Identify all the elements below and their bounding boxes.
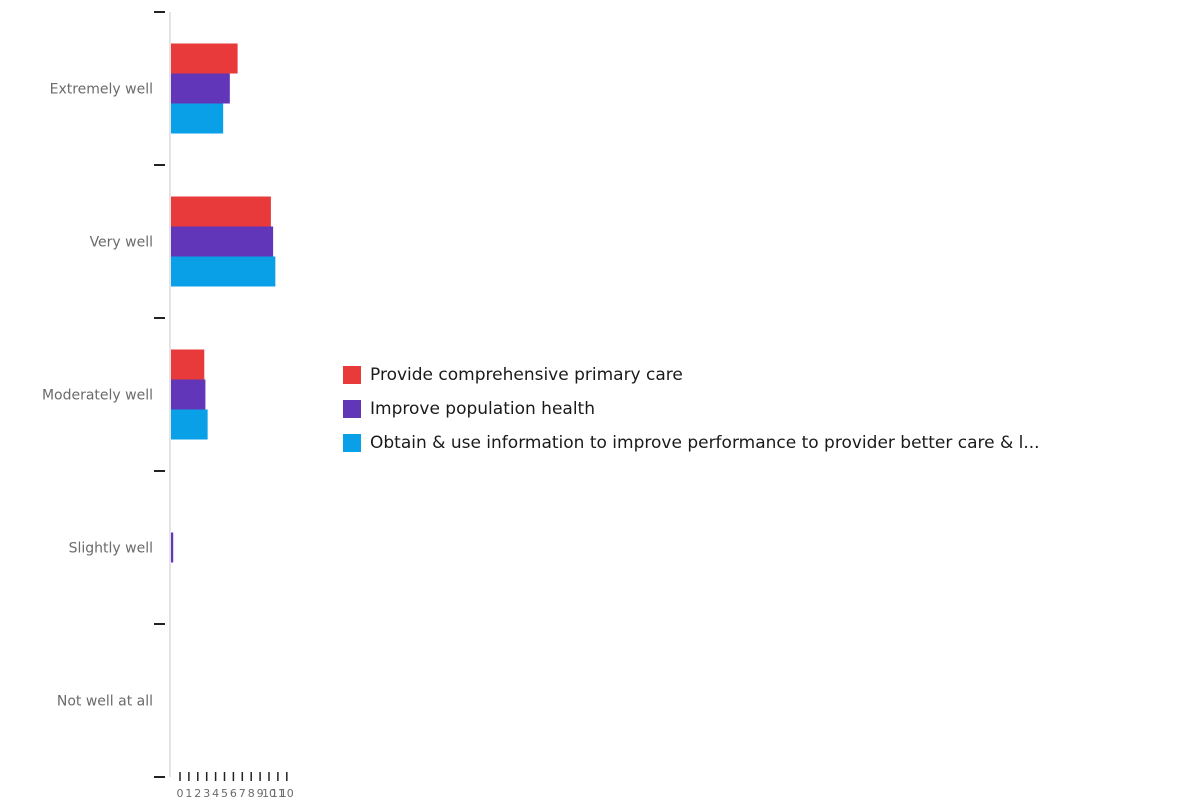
x-tick-label: 5 <box>221 787 228 800</box>
x-tick-label: 2 <box>194 787 201 800</box>
x-tick-label: 8 <box>248 787 255 800</box>
bar <box>171 196 271 227</box>
legend-swatch <box>343 366 361 384</box>
chart-legend: Provide comprehensive primary care Improv… <box>343 358 1040 460</box>
bar <box>171 43 238 74</box>
bar <box>171 532 174 563</box>
category-label: Slightly well <box>69 541 153 557</box>
bar <box>171 226 274 257</box>
x-tick-label: 4 <box>212 787 219 800</box>
legend-item: Improve population health <box>343 392 1040 426</box>
category-label: Moderately well <box>42 388 153 404</box>
bar <box>171 256 276 287</box>
legend-label: Improve population health <box>370 399 595 419</box>
x-tick-label: 10 <box>262 787 276 800</box>
x-tick-label: 6 <box>230 787 237 800</box>
x-tick-label: 7 <box>239 787 246 800</box>
x-tick-label: 10 <box>280 787 294 800</box>
x-tick-label: 3 <box>203 787 210 800</box>
category-label: Not well at all <box>57 694 153 710</box>
legend-item: Provide comprehensive primary care <box>343 358 1040 392</box>
category-label: Extremely well <box>50 82 153 98</box>
x-tick-label: 0 <box>177 787 184 800</box>
bar <box>171 73 230 104</box>
legend-label: Obtain & use information to improve perf… <box>370 433 1040 453</box>
bar <box>171 379 206 410</box>
category-label: Very well <box>90 235 153 251</box>
bar <box>171 409 208 440</box>
bar <box>171 103 224 134</box>
x-tick-label: 11 <box>271 787 285 800</box>
legend-item: Obtain & use information to improve perf… <box>343 426 1040 460</box>
x-tick-label: 9 <box>257 787 264 800</box>
bar <box>171 349 205 380</box>
x-tick-label: 1 <box>185 787 192 800</box>
legend-swatch <box>343 434 361 452</box>
legend-label: Provide comprehensive primary care <box>370 365 683 385</box>
legend-swatch <box>343 400 361 418</box>
